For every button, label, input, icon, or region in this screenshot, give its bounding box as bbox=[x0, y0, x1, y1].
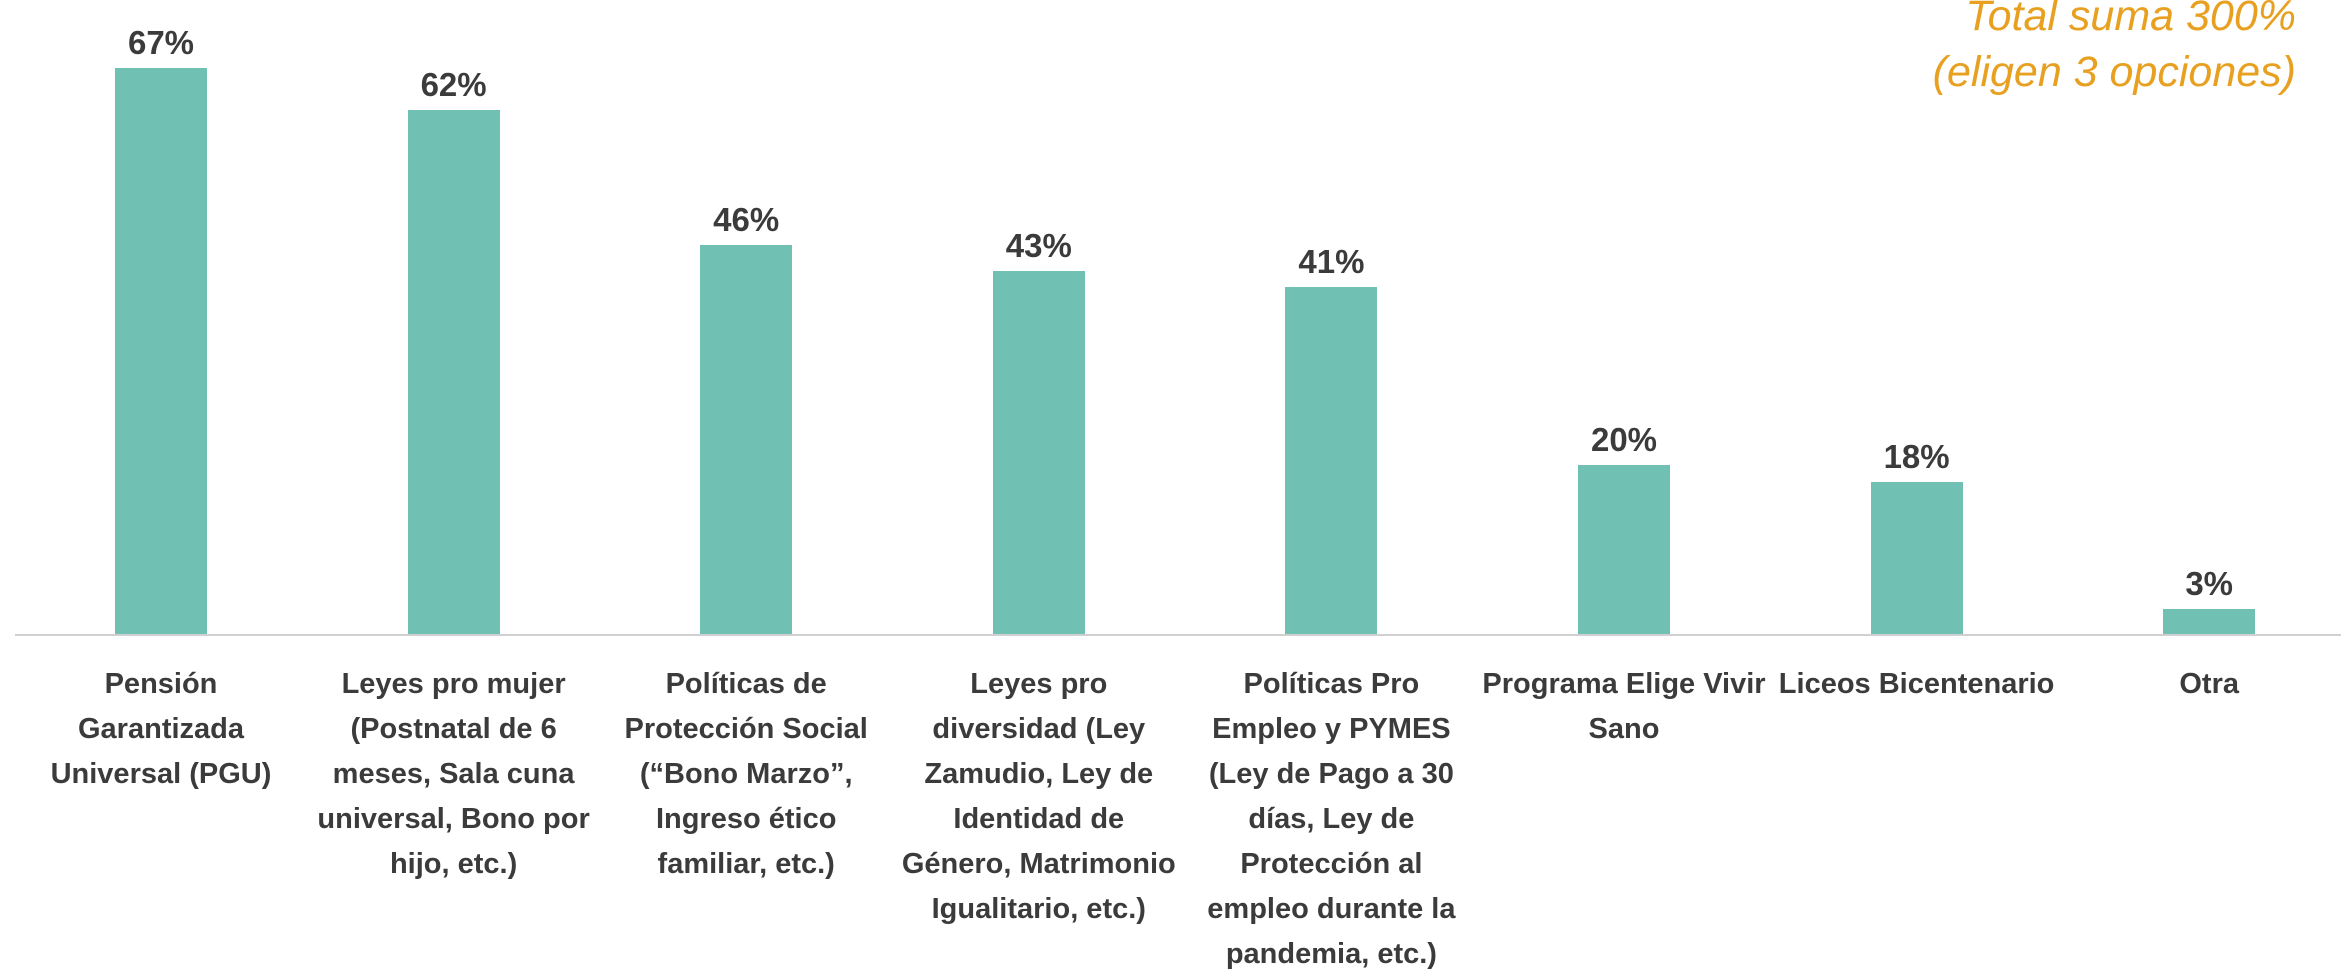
annotation-line: Total suma 300% bbox=[1965, 0, 2296, 40]
x-tick-label: Leyes pro diversidad (Ley Zamudio, Ley d… bbox=[901, 668, 1176, 925]
value-label: 67% bbox=[127, 23, 195, 61]
bar bbox=[115, 67, 207, 634]
value-label: 43% bbox=[1005, 226, 1072, 264]
value-label: 3% bbox=[2185, 564, 2234, 602]
x-tick-label: Liceos Bicentenario bbox=[1778, 668, 2055, 700]
value-label: 46% bbox=[713, 201, 780, 239]
bar bbox=[992, 270, 1085, 634]
value-label: 62% bbox=[420, 65, 487, 103]
bar bbox=[1870, 481, 1963, 634]
value-label: 41% bbox=[1298, 243, 1365, 281]
x-tick-label: Políticas de Protección Social (“Bono Ma… bbox=[624, 668, 868, 880]
x-tick-label: Políticas Pro Empleo y PYMES (Ley de Pag… bbox=[1207, 668, 1456, 970]
x-tick-label: Leyes pro mujer (Postnatal de 6 meses, S… bbox=[317, 668, 590, 880]
bar bbox=[407, 109, 500, 634]
x-tick-label: Otra bbox=[2179, 668, 2239, 700]
annotation-line: (eligen 3 opciones) bbox=[1932, 48, 2296, 96]
bar bbox=[2163, 608, 2256, 634]
bar bbox=[1285, 287, 1378, 634]
x-tick-label: Programa Elige Vivir Sano bbox=[1482, 668, 1766, 745]
annotation: Total suma 300% (eligen 3 opciones) bbox=[1933, 0, 2296, 100]
value-label: 20% bbox=[1590, 420, 1658, 458]
x-tick-label: Pensión Garantizada Universal (PGU) bbox=[50, 668, 272, 790]
bar bbox=[700, 245, 793, 634]
bar bbox=[1578, 464, 1670, 634]
x-axis-line bbox=[15, 634, 2341, 636]
value-label: 18% bbox=[1883, 437, 1950, 475]
